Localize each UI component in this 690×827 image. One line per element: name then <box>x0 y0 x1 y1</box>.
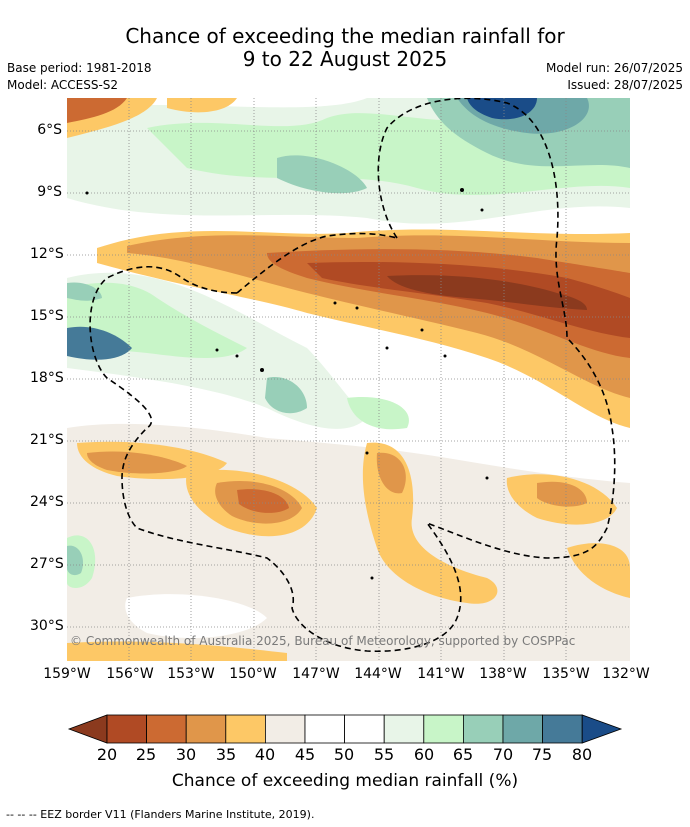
map-title-line2: 9 to 22 August 2025 <box>242 47 448 71</box>
x-tick: 159°W <box>43 666 91 682</box>
y-tick: 18°S <box>30 370 64 386</box>
x-tick: 138°W <box>479 666 527 682</box>
colorbar-cell <box>542 714 583 744</box>
colorbar-cell <box>106 714 147 744</box>
colorbar-cell <box>146 714 187 744</box>
y-tick: 21°S <box>30 432 64 448</box>
y-tick: 30°S <box>30 618 64 634</box>
colorbar-cell <box>304 714 345 744</box>
colorbar-cell <box>264 714 306 744</box>
y-tick: 12°S <box>30 246 64 262</box>
x-tick: 150°W <box>229 666 277 682</box>
x-tick: 153°W <box>167 666 215 682</box>
eez-border-legend: -- -- -- EEZ border V11 (Flanders Marine… <box>6 808 315 821</box>
model-run-text: Model run: 26/07/2025 <box>545 61 683 75</box>
x-tick: 156°W <box>106 666 154 682</box>
colorbar-tick: 45 <box>294 745 316 764</box>
colorbar-tick: 55 <box>373 745 395 764</box>
colorbar-tick: 60 <box>413 745 435 764</box>
y-tick: 27°S <box>30 556 64 572</box>
colorbar-tick: 70 <box>492 745 514 764</box>
x-tick: 135°W <box>542 666 590 682</box>
model-text: Model: ACCESS-S2 <box>7 78 119 92</box>
x-tick: 132°W <box>602 666 650 682</box>
issued-text: Issued: 28/07/2025 <box>567 78 683 92</box>
y-tick: 6°S <box>37 122 62 138</box>
colorbar-tick: 40 <box>254 745 276 764</box>
map-title-line1: Chance of exceeding the median rainfall … <box>125 24 565 48</box>
colorbar-cell <box>462 714 504 744</box>
base-period-text: Base period: 1981-2018 <box>7 61 152 75</box>
colorbar-extend-low <box>67 714 108 744</box>
colorbar-tick: 25 <box>135 745 157 764</box>
colorbar-cell <box>423 714 464 744</box>
colorbar-tick: 50 <box>333 745 355 764</box>
colorbar-cell <box>383 714 425 744</box>
colorbar-tick: 75 <box>531 745 553 764</box>
colorbar-label: Chance of exceeding median rainfall (%) <box>171 771 519 791</box>
x-tick: 147°W <box>292 666 340 682</box>
y-tick: 24°S <box>30 494 64 510</box>
y-tick: 9°S <box>37 184 62 200</box>
rainfall-map <box>67 98 630 661</box>
colorbar-tick: 80 <box>571 745 593 764</box>
x-tick: 141°W <box>417 666 465 682</box>
copyright-notice: © Commonwealth of Australia 2025, Bureau… <box>70 634 576 648</box>
colorbar-cell <box>344 714 385 744</box>
colorbar-extend-high <box>581 714 623 744</box>
y-tick: 15°S <box>30 308 64 324</box>
colorbar-cell <box>185 714 227 744</box>
colorbar-cell <box>502 714 543 744</box>
colorbar-cell <box>225 714 266 744</box>
x-tick: 144°W <box>354 666 402 682</box>
colorbar-tick: 20 <box>96 745 118 764</box>
colorbar-tick: 35 <box>215 745 237 764</box>
colorbar-tick: 30 <box>175 745 197 764</box>
colorbar-tick: 65 <box>452 745 474 764</box>
